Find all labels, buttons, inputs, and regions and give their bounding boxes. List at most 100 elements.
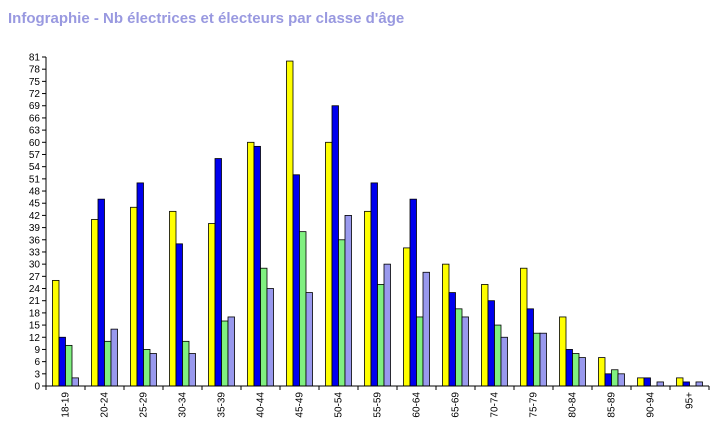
bar-series-1-55-59	[364, 210, 372, 387]
bar-series-4-20-24	[110, 328, 118, 387]
bar-series-1-20-24	[91, 219, 99, 387]
y-tick-label: 72	[29, 89, 41, 100]
x-tick-label: 35-39	[217, 392, 228, 418]
y-tick-label: 21	[29, 296, 41, 307]
y-tick-label: 78	[29, 65, 41, 76]
x-tick-label: 20-24	[100, 392, 111, 418]
bar-series-2-50-54	[331, 105, 339, 387]
bar-series-1-80-84	[559, 316, 567, 387]
y-tick-label: 51	[29, 174, 41, 185]
bar-series-4-95+	[695, 381, 703, 387]
bar-series-3-45-49	[299, 231, 307, 387]
bar-series-1-75-79	[520, 267, 528, 387]
bar-series-1-85-89	[598, 357, 606, 387]
bar-series-1-50-54	[325, 141, 333, 387]
bar-series-1-90-94	[637, 377, 645, 387]
x-tick-label: 70-74	[490, 392, 501, 418]
y-tick-label: 33	[29, 247, 41, 258]
bar-series-2-70-74	[487, 300, 495, 387]
y-tick-label: 12	[29, 333, 41, 344]
bar-series-3-40-44	[260, 267, 268, 387]
bar-series-3-60-64	[416, 316, 424, 387]
x-tick-label: 18-19	[61, 392, 72, 418]
bar-series-2-40-44	[253, 145, 261, 387]
bar-series-2-20-24	[97, 198, 105, 387]
y-tick-label: 54	[29, 162, 41, 173]
bar-series-3-20-24	[104, 340, 112, 387]
bar-series-4-60-64	[422, 271, 430, 387]
bar-series-3-18-19	[65, 344, 73, 387]
bar-series-2-95+	[682, 381, 690, 387]
bar-series-2-35-39	[214, 158, 222, 387]
bar-series-3-75-79	[533, 332, 541, 387]
bar-series-2-85-89	[604, 373, 612, 387]
x-tick-label: 90-94	[646, 392, 657, 418]
x-tick-label: 80-84	[568, 392, 579, 418]
y-tick-label: 63	[29, 126, 41, 137]
bar-series-2-75-79	[526, 308, 534, 387]
y-tick-label: 57	[29, 150, 41, 161]
x-tick-label: 30-34	[178, 392, 189, 418]
x-axis: 18-19 20-24 25-29 30-34 35-39 40-44 45-49 50-54…	[45, 385, 710, 418]
bar-series-1-45-49	[286, 60, 294, 387]
y-tick-label: 9	[34, 345, 40, 356]
bar-series-4-25-29	[149, 353, 157, 387]
bar-series-2-80-84	[565, 349, 573, 387]
x-tick-label: 25-29	[139, 392, 150, 418]
bar-series-4-40-44	[266, 288, 274, 387]
bar-series-4-50-54	[344, 215, 352, 387]
y-tick-label: 3	[34, 369, 40, 380]
bar-series-2-30-34	[175, 243, 183, 387]
y-tick-label: 30	[29, 260, 41, 271]
y-tick-label: 66	[29, 113, 41, 124]
chart-title: Infographie - Nb électrices et électeurs…	[8, 10, 405, 27]
bar-series-3-25-29	[143, 349, 151, 387]
bar-series-3-70-74	[494, 324, 502, 387]
y-tick-label: 45	[29, 199, 41, 210]
bar-series-4-30-34	[188, 353, 196, 387]
bar-series-2-45-49	[292, 174, 300, 387]
y-tick-label: 69	[29, 101, 41, 112]
bar-series-4-65-69	[461, 316, 469, 387]
bar-series-4-80-84	[578, 357, 586, 387]
y-tick-label: 15	[29, 321, 41, 332]
bar-series-1-60-64	[403, 247, 411, 387]
bar-series-1-95+	[676, 377, 684, 387]
bar-series-1-30-34	[169, 210, 177, 387]
y-axis: 0369121518212427303336394245485154576063…	[29, 53, 47, 393]
bar-series-2-65-69	[448, 292, 456, 387]
bar-series-4-18-19	[71, 377, 79, 387]
bar-series-4-35-39	[227, 316, 235, 387]
bar-series-1-70-74	[481, 284, 489, 387]
bar-series-3-30-34	[182, 340, 190, 387]
bar-series-4-85-89	[617, 373, 625, 387]
bar-series-1-25-29	[130, 206, 138, 387]
bar-series-2-60-64	[409, 198, 417, 387]
x-tick-label: 75-79	[529, 392, 540, 418]
y-tick-label: 18	[29, 308, 41, 319]
x-tick-label: 40-44	[256, 392, 267, 418]
bar-series-4-70-74	[500, 336, 508, 387]
bar-series-1-18-19	[52, 279, 60, 387]
y-tick-label: 24	[29, 284, 41, 295]
y-tick-label: 27	[29, 272, 41, 283]
bar-series-3-65-69	[455, 308, 463, 387]
bar-series-4-45-49	[305, 292, 313, 387]
y-tick-label: 0	[34, 382, 40, 393]
x-tick-label: 50-54	[334, 392, 345, 418]
bar-series-2-90-94	[643, 377, 651, 387]
bar-series-3-35-39	[221, 320, 229, 387]
x-tick-label: 45-49	[295, 392, 306, 418]
bar-series-4-75-79	[539, 332, 547, 387]
y-tick-label: 81	[29, 53, 41, 64]
bars-layer	[52, 60, 703, 387]
bar-series-4-90-94	[656, 381, 664, 387]
y-tick-label: 75	[29, 77, 41, 88]
bar-series-2-55-59	[370, 182, 378, 387]
x-tick-label: 60-64	[412, 392, 423, 418]
bar-series-3-55-59	[377, 284, 385, 387]
bar-series-2-25-29	[136, 182, 144, 387]
bar-series-4-55-59	[383, 263, 391, 387]
bar-series-1-40-44	[247, 141, 255, 387]
